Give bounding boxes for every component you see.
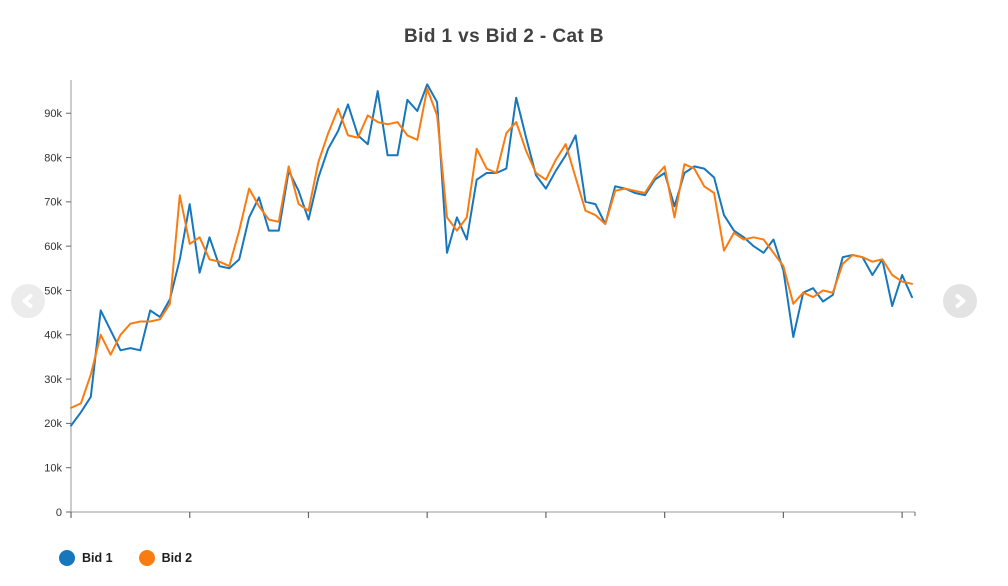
y-tick-label: 30k xyxy=(44,374,62,386)
y-tick-label: 40k xyxy=(44,330,62,342)
y-tick-label: 70k xyxy=(44,197,62,209)
y-tick-label: 0 xyxy=(56,507,62,519)
y-tick-label: 60k xyxy=(44,241,62,253)
legend-label: Bid 1 xyxy=(82,551,113,565)
legend-label: Bid 2 xyxy=(161,551,193,565)
y-tick-label: 80k xyxy=(44,152,62,164)
y-tick-label: 50k xyxy=(44,285,62,297)
series-line-bid-2 xyxy=(70,87,913,409)
carousel-prev-button[interactable] xyxy=(11,284,45,318)
page-title: Bid 1 vs Bid 2 - Cat B xyxy=(404,26,604,47)
chart-legend: Bid 1 Bid 2 xyxy=(59,550,192,566)
y-tick-label: 10k xyxy=(44,462,62,474)
series-line-bid-1 xyxy=(70,83,913,427)
y-tick-label: 20k xyxy=(44,418,62,430)
chevron-right-icon xyxy=(955,294,966,308)
legend-item-bid1: Bid 1 xyxy=(59,550,113,566)
bid1-swatch-icon xyxy=(59,550,75,566)
bid2-swatch-icon xyxy=(138,550,155,566)
carousel-next-button[interactable] xyxy=(943,284,977,318)
legend-item-bid2: Bid 2 xyxy=(138,550,193,566)
y-tick-label: 90k xyxy=(44,108,62,120)
chevron-left-icon xyxy=(22,294,33,308)
